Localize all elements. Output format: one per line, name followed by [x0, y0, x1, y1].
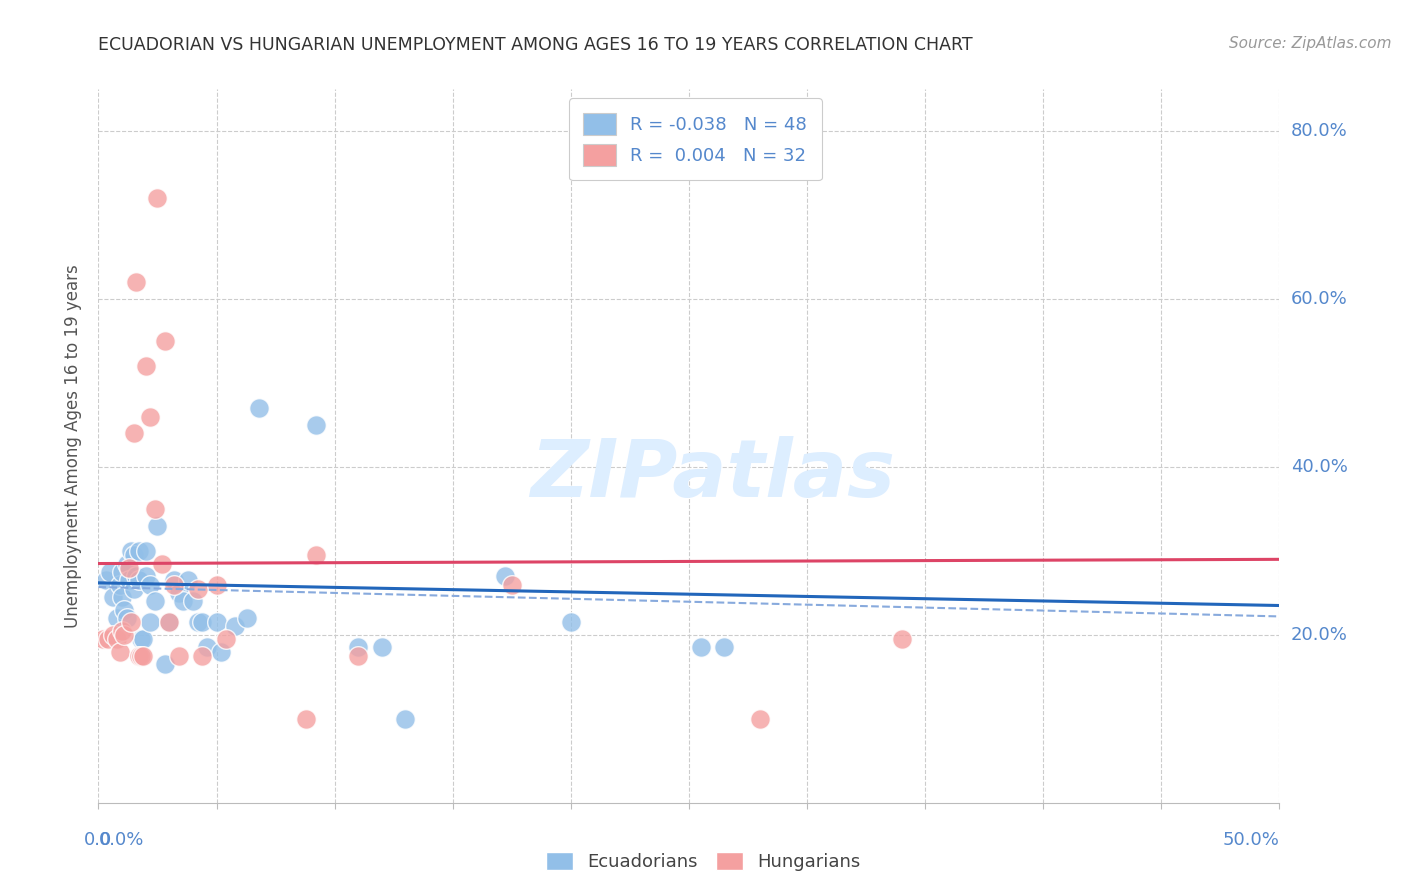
Point — [347, 640, 370, 655]
Point — [128, 544, 150, 558]
Point — [191, 615, 214, 630]
Point — [111, 624, 134, 638]
Point — [111, 590, 134, 604]
Point — [108, 577, 131, 591]
Text: 0.0%: 0.0% — [98, 830, 143, 848]
Text: Source: ZipAtlas.com: Source: ZipAtlas.com — [1229, 36, 1392, 51]
Point — [132, 648, 155, 663]
Text: ECUADORIAN VS HUNGARIAN UNEMPLOYMENT AMONG AGES 16 TO 19 YEARS CORRELATION CHART: ECUADORIAN VS HUNGARIAN UNEMPLOYMENT AMO… — [98, 36, 973, 54]
Text: 60.0%: 60.0% — [1291, 290, 1347, 308]
Point — [748, 712, 770, 726]
Point — [167, 586, 190, 600]
Point — [181, 594, 204, 608]
Point — [224, 619, 246, 633]
Point — [101, 590, 124, 604]
Point — [195, 640, 218, 655]
Point — [91, 632, 114, 646]
Point — [689, 640, 711, 655]
Point — [128, 648, 150, 663]
Point — [125, 569, 148, 583]
Point — [163, 577, 186, 591]
Point — [143, 594, 166, 608]
Y-axis label: Unemployment Among Ages 16 to 19 years: Unemployment Among Ages 16 to 19 years — [65, 264, 83, 628]
Point — [139, 577, 162, 591]
Point — [305, 548, 328, 562]
Point — [98, 565, 121, 579]
Point — [501, 577, 523, 591]
Point — [191, 648, 214, 663]
Point — [394, 712, 416, 726]
Point — [713, 640, 735, 655]
Point — [122, 548, 145, 562]
Point — [139, 615, 162, 630]
Text: 40.0%: 40.0% — [1291, 458, 1347, 476]
Point — [150, 557, 173, 571]
Point — [122, 582, 145, 596]
Point — [890, 632, 912, 646]
Point — [163, 574, 186, 588]
Point — [115, 611, 138, 625]
Point — [121, 615, 143, 630]
Point — [132, 632, 155, 646]
Text: 20.0%: 20.0% — [1291, 626, 1347, 644]
Point — [97, 632, 120, 646]
Text: 80.0%: 80.0% — [1291, 122, 1347, 140]
Point — [139, 409, 162, 424]
Point — [494, 569, 516, 583]
Point — [146, 191, 169, 205]
Point — [560, 615, 582, 630]
Point — [118, 574, 141, 588]
Point — [125, 275, 148, 289]
Point — [111, 565, 134, 579]
Point — [112, 628, 135, 642]
Point — [135, 359, 157, 374]
Legend: Ecuadorians, Hungarians: Ecuadorians, Hungarians — [538, 845, 868, 879]
Point — [153, 657, 176, 672]
Point — [177, 574, 200, 588]
Point — [157, 615, 180, 630]
Point — [115, 557, 138, 571]
Point — [128, 574, 150, 588]
Point — [129, 632, 152, 646]
Legend: R = -0.038   N = 48, R =  0.004   N = 32: R = -0.038 N = 48, R = 0.004 N = 32 — [569, 98, 821, 180]
Point — [172, 594, 194, 608]
Point — [101, 628, 124, 642]
Point — [247, 401, 270, 416]
Point — [187, 615, 209, 630]
Point — [305, 417, 328, 432]
Point — [215, 632, 238, 646]
Point — [108, 645, 131, 659]
Text: ZIPatlas: ZIPatlas — [530, 435, 896, 514]
Point — [143, 502, 166, 516]
Point — [371, 640, 394, 655]
Point — [236, 611, 259, 625]
Text: 0.0: 0.0 — [84, 830, 112, 848]
Point — [153, 334, 176, 348]
Point — [135, 544, 157, 558]
Point — [187, 582, 209, 596]
Point — [105, 611, 128, 625]
Point — [122, 426, 145, 441]
Point — [146, 518, 169, 533]
Point — [105, 632, 128, 646]
Point — [205, 615, 228, 630]
Text: 50.0%: 50.0% — [1223, 830, 1279, 848]
Point — [129, 648, 152, 663]
Point — [135, 569, 157, 583]
Point — [347, 648, 370, 663]
Point — [205, 577, 228, 591]
Point — [112, 603, 135, 617]
Point — [157, 615, 180, 630]
Point — [295, 712, 318, 726]
Point — [121, 544, 143, 558]
Point — [209, 645, 232, 659]
Point — [94, 574, 117, 588]
Point — [167, 648, 190, 663]
Point — [118, 560, 141, 574]
